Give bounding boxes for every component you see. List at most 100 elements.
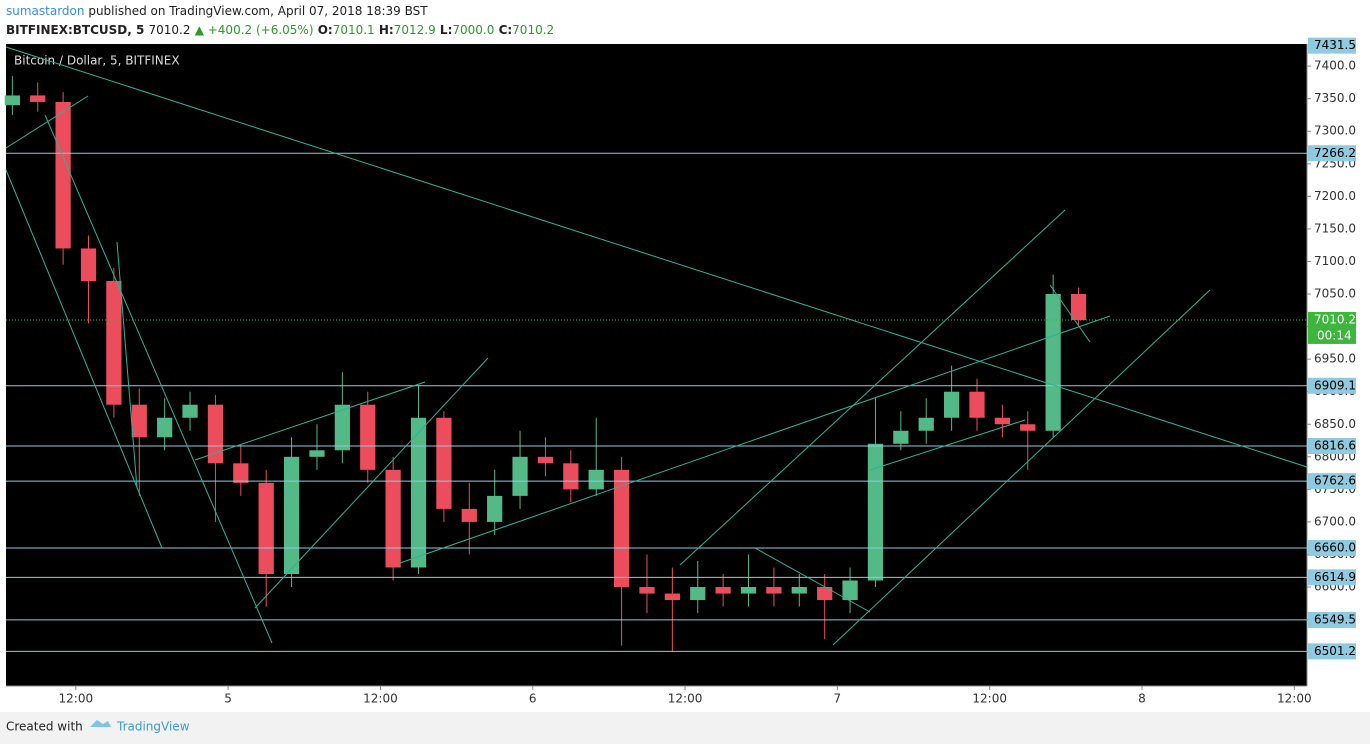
trend-line	[679, 209, 1066, 566]
c-key: C:	[499, 23, 513, 37]
x-tick-label: 8	[1138, 692, 1146, 706]
level-label: 6816.6	[1314, 438, 1356, 452]
candle-body	[436, 417, 452, 509]
l: 7000.0	[452, 23, 494, 37]
y-tick-label: 7050.0	[1314, 287, 1356, 301]
axis-layer: 6500.06550.06600.06650.06700.06750.06800…	[59, 37, 1356, 706]
y-tick-label: 7300.0	[1314, 124, 1356, 138]
candle-body	[512, 456, 528, 496]
top-label-box	[1308, 37, 1356, 54]
level-label-box	[1308, 377, 1356, 394]
brand[interactable]: TradingView	[116, 720, 190, 734]
candle-body	[410, 417, 427, 568]
candle-body	[309, 450, 325, 457]
level-label-box	[1308, 569, 1356, 586]
level-label-box	[1308, 643, 1356, 660]
trend-line	[399, 315, 1111, 564]
trend-line	[869, 419, 1026, 471]
trend-line	[254, 357, 489, 609]
level-label: 6549.5	[1314, 612, 1356, 626]
level-label-box	[1308, 145, 1356, 162]
trend-line	[5, 95, 89, 149]
last-price-label: 7010.2	[1314, 312, 1356, 326]
author[interactable]: sumastardon	[6, 4, 85, 18]
plot-area	[6, 44, 1307, 686]
trend-lines	[5, 46, 1308, 646]
candle-body	[639, 587, 655, 594]
trend-line	[5, 46, 1308, 468]
candle-body	[182, 404, 198, 418]
x-tick-label: 12:00	[59, 692, 94, 706]
trend-line	[116, 241, 138, 489]
brand-logo	[90, 720, 111, 727]
candle-body	[613, 469, 630, 588]
y-tick-label: 7350.0	[1314, 91, 1356, 105]
candle-body	[563, 463, 579, 490]
x-tick-label: 12:00	[1277, 692, 1312, 706]
candle-body	[334, 404, 350, 451]
y-tick-label: 6850.0	[1314, 417, 1356, 431]
h: 7012.9	[394, 23, 436, 37]
candle-body	[106, 281, 122, 405]
y-tick-label: 7200.0	[1314, 189, 1356, 203]
candle-body	[30, 95, 46, 102]
candle-body	[487, 495, 503, 522]
x-tick-label: 12:00	[668, 692, 703, 706]
created-with: Created with	[6, 720, 83, 734]
header-line-2: BITFINEX:BTCUSD, 5 7010.2 ▲ +400.2 (+6.0…	[6, 23, 554, 37]
trend-line	[1049, 284, 1091, 343]
candle-body	[385, 469, 401, 568]
candle-body	[233, 463, 249, 483]
candle-body	[1045, 294, 1061, 431]
candle-body	[283, 456, 300, 575]
o-key: O:	[318, 23, 333, 37]
y-tick-label: 7400.0	[1314, 59, 1356, 73]
candle-body	[842, 580, 858, 601]
candle-body	[588, 469, 604, 490]
l-key: L:	[440, 23, 452, 37]
candle-body	[131, 404, 147, 438]
y-tick-label: 7100.0	[1314, 254, 1356, 268]
candle-body	[893, 430, 909, 444]
level-label-box	[1308, 473, 1356, 490]
y-tick-label: 6950.0	[1314, 352, 1356, 366]
candle-body	[867, 443, 884, 581]
c: 7010.2	[512, 23, 554, 37]
candle-body	[537, 456, 554, 464]
level-label-box	[1308, 437, 1356, 454]
candle-body	[690, 587, 706, 601]
level-label-box	[1308, 611, 1356, 628]
candle-body	[360, 404, 376, 470]
level-label: 6762.6	[1314, 474, 1356, 488]
last: 7010.2	[149, 23, 191, 37]
candle-body	[766, 587, 782, 594]
change: ▲ +400.2 (+6.05%)	[195, 23, 314, 37]
candle-body	[969, 391, 985, 418]
candle-body	[207, 404, 224, 464]
level-label: 6614.9	[1314, 570, 1356, 584]
x-tick-label: 5	[224, 692, 232, 706]
x-tick-label: 12:00	[972, 692, 1007, 706]
candle-body	[943, 391, 960, 418]
header-line-1: sumastardon published on TradingView.com…	[6, 4, 428, 18]
candle-body	[791, 587, 807, 594]
x-tick-label: 6	[529, 692, 537, 706]
plot	[4, 75, 1307, 653]
last-price-box	[1308, 311, 1356, 344]
chart-title: Bitcoin / Dollar, 5, BITFINEX	[14, 54, 180, 68]
candle-body	[1070, 294, 1087, 321]
footer	[0, 712, 1370, 744]
level-label: 6501.2	[1314, 644, 1356, 658]
candle-body	[664, 593, 680, 601]
candle-body	[55, 101, 71, 249]
symbol: BITFINEX:BTCUSD, 5	[6, 23, 144, 37]
candle-body	[80, 248, 97, 282]
candle-body	[258, 482, 274, 575]
candle-body	[817, 587, 833, 601]
level-label: 6660.0	[1314, 540, 1356, 554]
level-label-box	[1308, 539, 1356, 556]
x-tick-label: 12:00	[363, 692, 398, 706]
candle-body	[740, 587, 757, 594]
